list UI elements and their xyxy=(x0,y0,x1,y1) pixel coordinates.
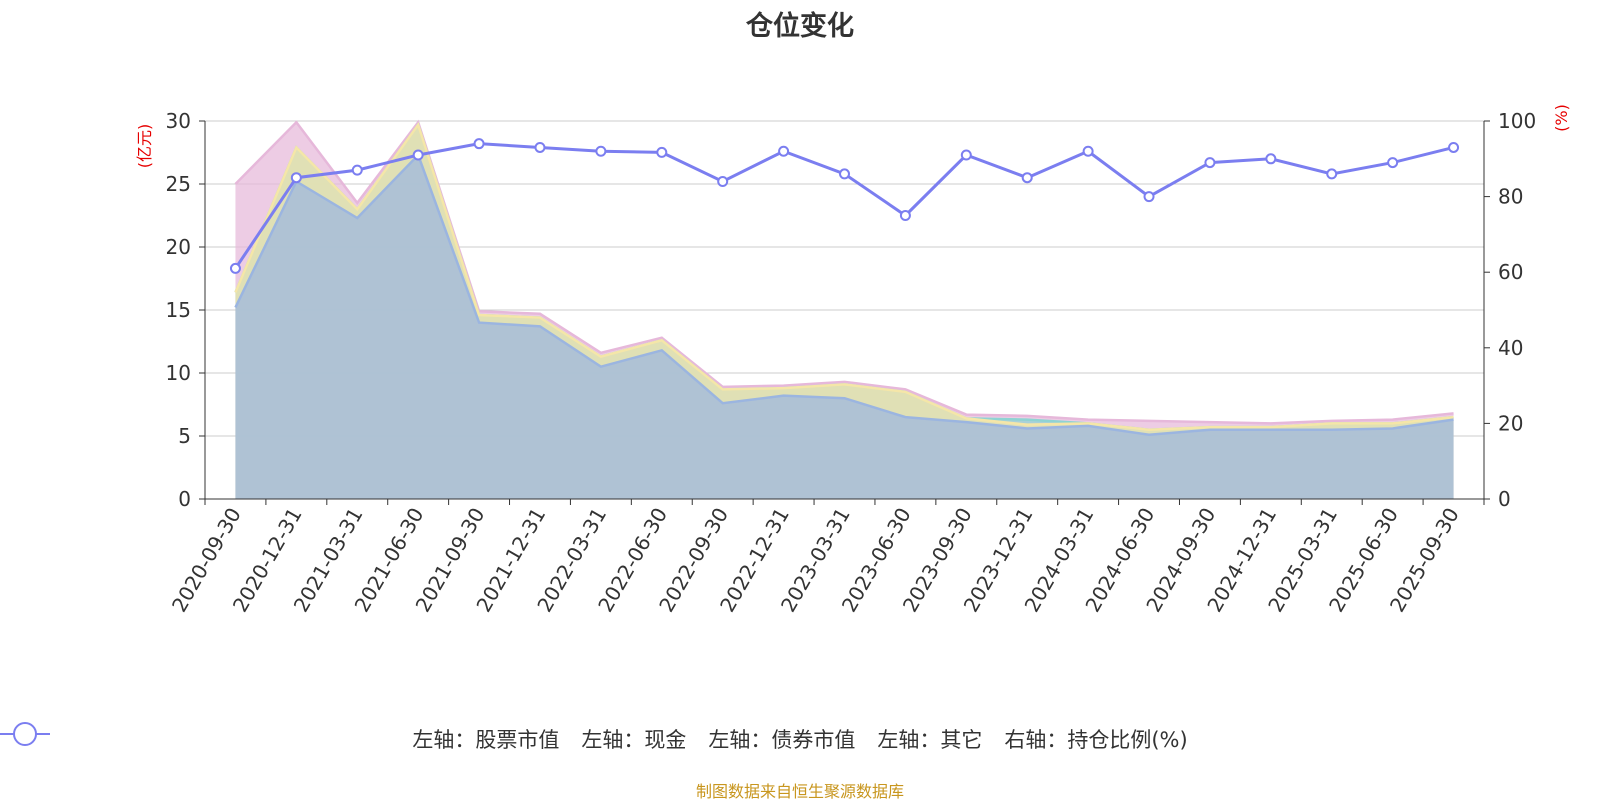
y-right-unit-label: (%) xyxy=(1552,104,1571,132)
position-ratio-point xyxy=(960,149,972,161)
y-left-tick-label: 0 xyxy=(178,487,191,511)
position-ratio-point xyxy=(717,175,729,187)
position-ratio-point xyxy=(1448,141,1460,153)
position-ratio-point xyxy=(899,210,911,221)
y-right-tick-label: 0 xyxy=(1498,487,1511,511)
position-ratio-point xyxy=(656,146,668,158)
position-ratio-point xyxy=(229,262,241,274)
chart-title: 仓位变化 xyxy=(746,11,854,42)
position-ratio-point xyxy=(534,141,546,153)
y-right-tick-label: 40 xyxy=(1498,336,1523,360)
position-ratio-point xyxy=(1021,172,1033,184)
y-left-tick-label: 5 xyxy=(178,424,191,448)
position-ratio-point xyxy=(1143,191,1155,203)
y-left-tick-label: 10 xyxy=(166,361,191,385)
legend-label-stock: 左轴：股票市值 xyxy=(412,728,560,752)
legend-item-cash[interactable]: 左轴：现金 xyxy=(0,723,687,754)
legend-item-stock[interactable]: 左轴：股票市值 xyxy=(0,723,560,754)
position-ratio-point xyxy=(473,138,485,150)
position-ratio-point xyxy=(778,145,790,157)
legend-item-other[interactable]: 左轴：其它 xyxy=(0,723,983,754)
y-left-tick-label: 15 xyxy=(166,298,191,322)
legend: 左轴：股票市值 左轴：现金 左轴：债券市值 左轴：其它 右轴：持仓比例(%) xyxy=(0,722,1600,756)
legend-label-position-ratio: 右轴：持仓比例(%) xyxy=(1004,728,1188,752)
area-0 xyxy=(235,155,1454,499)
legend-label-cash: 左轴：现金 xyxy=(581,728,687,752)
area-edge-0 xyxy=(234,152,1454,436)
legend-label-other: 左轴：其它 xyxy=(877,728,983,752)
position-ratio-point xyxy=(839,168,850,180)
position-ratio-point xyxy=(290,172,302,184)
position-ratio-point xyxy=(1387,157,1399,169)
y-left-tick-label: 20 xyxy=(166,235,191,259)
y-right-tick-label: 80 xyxy=(1498,185,1523,209)
position-ratio-point xyxy=(351,164,363,176)
legend-item-position-ratio[interactable]: 右轴：持仓比例(%) xyxy=(0,722,1188,754)
position-ratio-point xyxy=(1082,145,1094,157)
position-ratio-point xyxy=(595,145,607,157)
y-left-unit-label: (亿元) xyxy=(135,124,154,169)
position-ratio-point xyxy=(1265,153,1277,165)
area-edge-1 xyxy=(234,122,1454,431)
y-right-tick-label: 60 xyxy=(1498,260,1523,284)
position-ratio-point xyxy=(1204,157,1216,169)
y-right-tick-label: 100 xyxy=(1498,109,1536,133)
legend-label-bond: 左轴：债券市值 xyxy=(708,728,856,752)
y-right-tick-label: 20 xyxy=(1498,411,1523,435)
position-ratio-point xyxy=(1326,168,1338,180)
y-left-tick-label: 25 xyxy=(166,172,191,196)
chart-area: 051015202530020406080100(亿元)(%)2020-09-3… xyxy=(135,104,1571,616)
legend-item-bond[interactable]: 左轴：债券市值 xyxy=(0,723,856,754)
data-source-note: 制图数据来自恒生聚源数据库 xyxy=(695,782,904,801)
legend-marker-position-ratio xyxy=(0,722,50,746)
position-ratio-point xyxy=(412,149,424,161)
y-left-tick-label: 30 xyxy=(166,109,191,133)
area-layers xyxy=(234,119,1454,499)
